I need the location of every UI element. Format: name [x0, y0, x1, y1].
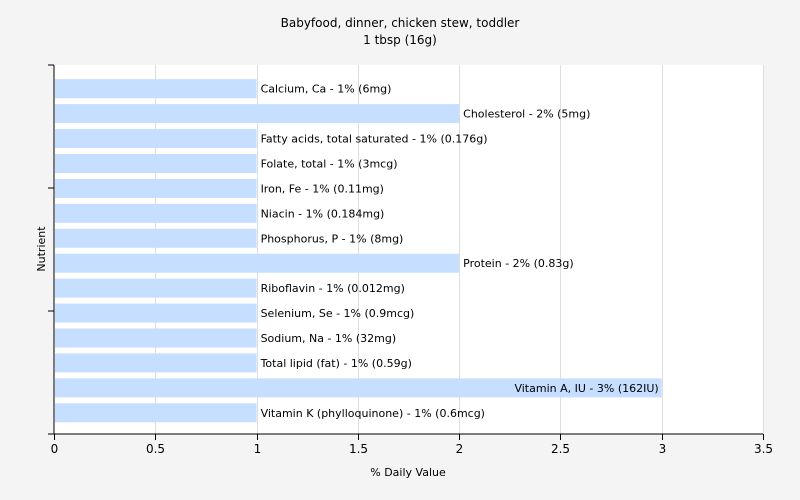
x-axis-title: % Daily Value	[370, 466, 446, 479]
bars	[55, 79, 662, 423]
bar-label: Protein - 2% (0.83g)	[463, 257, 574, 270]
bar-label: Riboflavin - 1% (0.012mg)	[261, 282, 405, 295]
x-tick-label: 1.5	[349, 442, 368, 456]
plot-area	[54, 65, 763, 434]
x-tick-label: 0	[51, 442, 59, 456]
bar-label: Total lipid (fat) - 1% (0.59g)	[260, 357, 412, 370]
bar-label: Niacin - 1% (0.184mg)	[261, 207, 385, 220]
bar	[55, 203, 257, 223]
bar-label: Vitamin A, IU - 3% (162IU)	[514, 382, 658, 395]
bar-label: Vitamin K (phylloquinone) - 1% (0.6mcg)	[261, 407, 485, 420]
bar	[55, 403, 257, 423]
bar-label: Calcium, Ca - 1% (6mg)	[261, 83, 392, 96]
chart-subtitle: 1 tbsp (16g)	[363, 33, 437, 47]
bar	[55, 228, 257, 248]
bar-labels: Calcium, Ca - 1% (6mg) Cholesterol - 2% (…	[260, 83, 659, 420]
x-tick-label: 2.5	[551, 442, 570, 456]
bar-label: Fatty acids, total saturated - 1% (0.176…	[261, 133, 488, 146]
bar	[55, 278, 257, 298]
grid-lines	[155, 65, 764, 434]
y-axis-title: Nutrient	[35, 226, 48, 272]
bar	[55, 129, 257, 149]
x-tick-label: 2	[456, 442, 464, 456]
bar	[55, 153, 257, 173]
axes	[48, 64, 763, 435]
bar-label: Selenium, Se - 1% (0.9mcg)	[261, 307, 415, 320]
x-tick-label: 1	[254, 442, 262, 456]
bar-label: Cholesterol - 2% (5mg)	[463, 108, 590, 121]
x-axis-ticks: 0 0.5 1 1.5 2 2.5 3 3.5	[51, 434, 773, 456]
bar	[55, 79, 257, 99]
x-tick-label: 0.5	[146, 442, 165, 456]
chart-title: Babyfood, dinner, chicken stew, toddler	[281, 16, 520, 30]
bar-label: Sodium, Na - 1% (32mg)	[261, 332, 397, 345]
bar	[55, 353, 257, 373]
bar-label: Folate, total - 1% (3mcg)	[261, 157, 398, 170]
bar	[55, 178, 257, 198]
bar	[55, 303, 257, 323]
bar	[55, 378, 662, 398]
bar	[55, 104, 460, 124]
bar-label: Iron, Fe - 1% (0.11mg)	[261, 182, 384, 195]
bar	[55, 253, 460, 273]
bar-label: Phosphorus, P - 1% (8mg)	[261, 232, 404, 245]
x-tick-label: 3	[659, 442, 667, 456]
x-tick-label: 3.5	[754, 442, 773, 456]
bar	[55, 328, 257, 348]
